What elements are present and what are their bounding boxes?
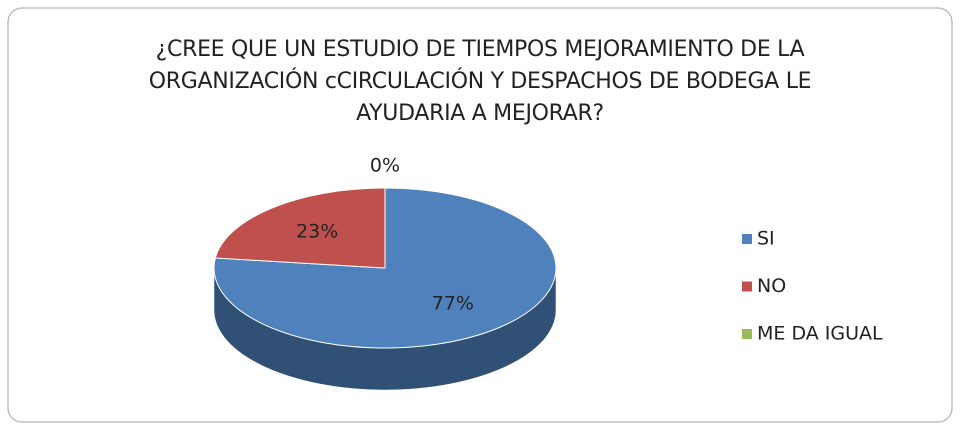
legend-swatch [742, 329, 752, 339]
data-label: 77% [432, 293, 474, 315]
data-label: 23% [296, 220, 338, 242]
chart-title: ¿CREE QUE UN ESTUDIO DE TIEMPOS MEJORAMI… [148, 37, 812, 126]
pie-slice [214, 187, 386, 269]
data-label: 0% [370, 155, 400, 177]
legend-label: ME DA IGUAL [757, 323, 883, 345]
pie-slice [213, 187, 557, 349]
legend-label: NO [757, 275, 786, 297]
legend-label: SI [757, 228, 775, 250]
legend-swatch [742, 234, 752, 244]
legend-swatch [742, 281, 752, 292]
